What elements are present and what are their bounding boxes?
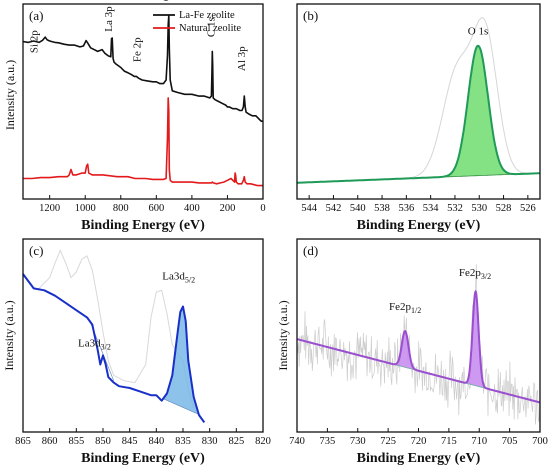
panel-a-annotation-1: La 3p <box>103 6 115 32</box>
panel-c-frame <box>22 238 264 433</box>
panel-d-xtick-label-8: 700 <box>532 436 548 447</box>
panel-b-xtick-label-2: 540 <box>350 203 366 214</box>
panel-c-xtick-label-6: 835 <box>175 436 191 447</box>
panel-d-xtick-label-1: 735 <box>320 436 336 447</box>
panel-a-xtick-label-0: 1200 <box>39 203 60 214</box>
panel-a-survey-spectrum: Intensity (a.u.) Si 2p La 3p Fe 2p O 1s C 1s… <box>3 0 266 233</box>
panel-b-xtick-label-6: 532 <box>447 203 463 214</box>
panel-c-xtick-label-4: 845 <box>122 436 138 447</box>
panel-d-xtick-label-0: 740 <box>289 436 305 447</box>
panel-a-series-0 <box>22 14 263 122</box>
panel-a-xlabel: Binding Energy (eV) <box>81 218 205 233</box>
panel-b-xtick-label-9: 526 <box>520 203 536 214</box>
legend-label-0: La-Fe zeolite <box>179 10 235 21</box>
panel-b-xtick-label-5: 534 <box>423 203 440 214</box>
panel-c-xtick-label-9: 820 <box>255 436 271 447</box>
panel-a-annotation-0: Si 2p <box>29 30 41 53</box>
panel-c-xtick-label-3: 850 <box>95 436 111 447</box>
panel-a-xtick-label-6: 0 <box>260 203 265 214</box>
panel-c-annotation-0: La3d3/2 <box>78 337 111 351</box>
panel-b-label: (b) <box>303 8 318 23</box>
panel-c-xtick-label-0: 865 <box>15 436 31 447</box>
panel-c-la3d-spectrum: La3d3/2 La3d5/2 865 860 855 850 845 840 835 830 8… <box>2 238 271 466</box>
legend-label-1: Natural zeolite <box>179 23 241 34</box>
panel-b-xlabel: Binding Energy (eV) <box>357 218 481 233</box>
panel-d-xtick-label-6: 710 <box>471 436 487 447</box>
panel-b-envelope <box>296 44 540 184</box>
panel-b-fitted-peak-0 <box>438 45 518 178</box>
panel-c-xtick-label-2: 855 <box>68 436 84 447</box>
panel-a-frame <box>22 3 264 200</box>
panel-a-label: (a) <box>29 8 43 23</box>
panel-c-xtick-label-7: 830 <box>202 436 218 447</box>
panel-a-xtick-label-5: 200 <box>220 203 236 214</box>
panel-c-xtick-label-1: 860 <box>42 436 58 447</box>
panel-d-ylabel: Intensity (a.u.) <box>276 300 290 370</box>
panel-a-xtick-label-4: 400 <box>184 203 200 214</box>
panel-a-annotation-3: O 1s <box>161 0 173 1</box>
panel-b-xtick-label-1: 542 <box>326 203 342 214</box>
panel-c-ylabel: Intensity (a.u.) <box>2 300 16 370</box>
panel-c-xtick-label-8: 825 <box>228 436 244 447</box>
panel-d-xtick-label-5: 715 <box>441 436 457 447</box>
panel-d-fe2p-spectrum: Fe2p1/2 Fe2p3/2 740 735 730 725 720 715 710 705 7… <box>276 238 548 466</box>
panel-c-xtick-label-5: 840 <box>148 436 164 447</box>
panel-b-xtick-label-4: 536 <box>398 203 414 214</box>
panel-d-envelope <box>296 289 541 404</box>
panel-c-label: (c) <box>29 243 43 258</box>
panel-b-xtick-label-7: 530 <box>471 203 487 214</box>
panel-a-xtick-label-2: 800 <box>113 203 129 214</box>
panel-b-frame <box>296 3 541 200</box>
panel-a-annotation-5: Al 3p <box>236 46 248 71</box>
panel-b-o1s-spectrum: O 1s 544 542 540 538 536 534 532 530 528 526 (b) … <box>296 3 541 233</box>
panel-c-faint-trace <box>38 249 195 409</box>
panel-d-xtick-label-7: 705 <box>502 436 518 447</box>
panel-a-xtick-label-1: 1000 <box>75 203 96 214</box>
panel-b-faint-trace <box>296 17 540 184</box>
panel-d-annotation-0: Fe2p1/2 <box>389 301 421 315</box>
panel-d-xtick-label-4: 720 <box>411 436 427 447</box>
panel-b-xtick-label-8: 528 <box>496 203 512 214</box>
panel-d-xtick-label-3: 725 <box>380 436 396 447</box>
panel-d-xlabel: Binding Energy (eV) <box>357 451 481 466</box>
panel-a-annotation-2: Fe 2p <box>131 37 143 62</box>
panel-a-series-1 <box>23 97 263 187</box>
panel-d-xtick-label-2: 730 <box>350 436 366 447</box>
panel-b-xtick-label-3: 538 <box>374 203 390 214</box>
panel-c-series <box>22 273 206 423</box>
panel-d-annotation-1: Fe2p3/2 <box>459 267 491 281</box>
panel-b-annotation-0: O 1s <box>468 26 488 38</box>
panel-d-raw-trace <box>296 264 541 425</box>
panel-a-annotation-4: C 1s <box>205 17 217 37</box>
panel-a-legend: La-Fe zeolite Natural zeolite <box>153 10 241 34</box>
panel-d-label: (d) <box>303 243 318 258</box>
panel-c-annotation-1: La3d5/2 <box>162 270 195 284</box>
panel-a-xtick-label-3: 600 <box>148 203 164 214</box>
panel-c-xlabel: Binding Energy (eV) <box>81 451 205 466</box>
panel-b-xtick-label-0: 544 <box>301 203 318 214</box>
panel-a-ylabel: Intensity (a.u.) <box>3 60 17 130</box>
